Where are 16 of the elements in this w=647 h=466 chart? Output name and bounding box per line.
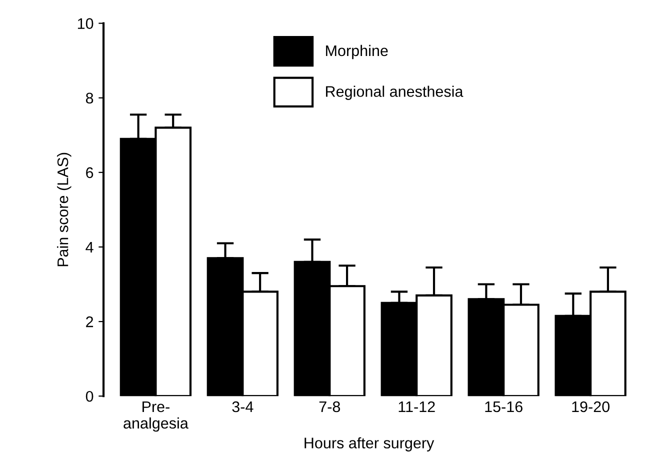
x-tick-label: 15-16	[485, 401, 522, 412]
x-tick-label: 11-12	[398, 401, 435, 412]
x-tick-label: 19-20	[572, 401, 610, 412]
y-tick-label: 2	[86, 316, 94, 328]
x-tick-label: 7-8	[319, 401, 340, 412]
y-tick-label: 0	[86, 390, 94, 402]
x-axis-title: Hours after surgery	[304, 437, 434, 452]
y-tick-label: 10	[78, 18, 94, 29]
legend-label: Regional anesthesia	[326, 86, 464, 100]
legend-label: Morphine	[326, 44, 388, 60]
y-axis-title: Pain score (LAS)	[57, 152, 72, 266]
x-tick-label: Pre- analgesia	[124, 402, 188, 432]
x-tick-label: 3-4	[232, 401, 254, 412]
y-tick-label: 4	[86, 242, 94, 253]
y-tick-label: 8	[86, 92, 94, 104]
y-tick-label: 6	[86, 167, 94, 178]
